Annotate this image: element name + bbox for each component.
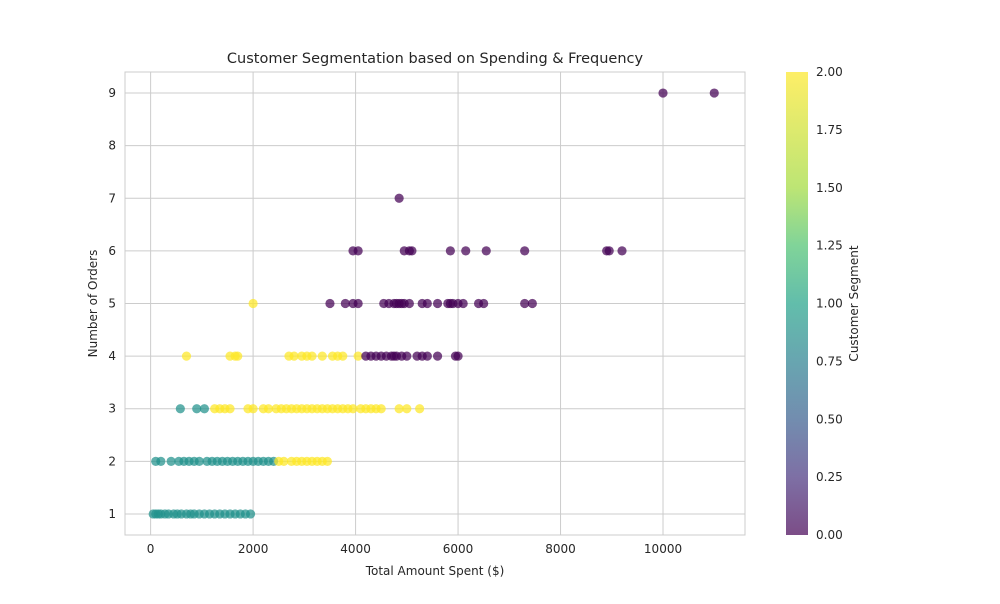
x-tick-label: 8000 bbox=[545, 542, 576, 556]
data-point-segment-0 bbox=[422, 351, 432, 361]
data-point-segment-0 bbox=[520, 298, 530, 309]
data-point-segment-0 bbox=[709, 88, 719, 98]
data-point-segment-0 bbox=[461, 246, 471, 256]
x-tick-label: 10000 bbox=[644, 542, 682, 556]
data-point-segment-2 bbox=[353, 351, 363, 361]
y-tick-label: 7 bbox=[108, 191, 116, 205]
chart-title: Customer Segmentation based on Spending … bbox=[227, 51, 644, 67]
colorbar-tick-label: 0.75 bbox=[816, 354, 843, 368]
x-axis-ticks: 0 2000 4000 6000 8000 10000 bbox=[147, 542, 682, 556]
y-axis-label: Number of Orders bbox=[86, 250, 100, 358]
data-point-segment-0 bbox=[325, 298, 335, 309]
data-point-segment-2 bbox=[394, 404, 404, 414]
data-point-segment-2 bbox=[338, 351, 348, 361]
data-point-segment-0 bbox=[394, 193, 404, 203]
plot-area-frame bbox=[124, 71, 746, 536]
x-tick-label: 6000 bbox=[443, 542, 474, 556]
data-point-segment-0 bbox=[422, 298, 432, 309]
data-point-segment-1 bbox=[175, 404, 185, 414]
x-axis-label: Total Amount Spent ($) bbox=[365, 564, 505, 578]
data-point-segment-2 bbox=[181, 351, 192, 361]
data-point-segment-2 bbox=[415, 404, 425, 414]
data-point-segment-0 bbox=[340, 298, 350, 309]
colorbar-tick-label: 1.00 bbox=[816, 297, 843, 311]
data-point-segment-0 bbox=[445, 246, 455, 256]
y-tick-label: 6 bbox=[108, 244, 116, 258]
data-point-segment-1 bbox=[156, 456, 166, 466]
x-tick-label: 0 bbox=[147, 542, 155, 556]
grid-lines bbox=[125, 72, 745, 535]
colorbar-label: Customer Segment bbox=[847, 245, 861, 361]
data-point-segment-2 bbox=[248, 404, 258, 414]
data-point-segment-0 bbox=[479, 298, 489, 309]
colorbar bbox=[786, 72, 808, 535]
data-point-segment-2 bbox=[225, 404, 235, 414]
y-tick-label: 8 bbox=[108, 139, 116, 153]
data-point-segment-0 bbox=[481, 246, 491, 256]
colorbar-ticks: 0.00 0.25 0.50 0.75 1.00 1.25 1.50 1.75 2.00 bbox=[816, 65, 843, 542]
data-point-segment-2 bbox=[307, 351, 317, 361]
data-point-segment-2 bbox=[322, 456, 332, 466]
data-point-segment-0 bbox=[458, 298, 468, 309]
data-point-segment-0 bbox=[353, 246, 363, 256]
data-point-segment-0 bbox=[617, 246, 627, 256]
data-point-segment-0 bbox=[520, 246, 530, 256]
colorbar-tick-label: 1.75 bbox=[816, 123, 843, 137]
data-point-segment-2 bbox=[402, 404, 412, 414]
colorbar-tick-label: 0.00 bbox=[816, 528, 843, 542]
y-tick-label: 5 bbox=[108, 297, 116, 311]
data-point-segment-0 bbox=[432, 298, 443, 309]
data-point-segment-0 bbox=[402, 351, 412, 361]
data-point-segment-0 bbox=[353, 298, 363, 309]
x-tick-label: 2000 bbox=[238, 542, 269, 556]
data-point-segment-0 bbox=[404, 298, 414, 309]
data-point-segment-0 bbox=[432, 351, 443, 361]
y-tick-label: 2 bbox=[108, 454, 116, 468]
data-point-segment-0 bbox=[407, 246, 417, 256]
data-point-segment-0 bbox=[604, 246, 614, 256]
data-point-segment-0 bbox=[658, 88, 668, 98]
data-point-segment-0 bbox=[453, 351, 463, 361]
y-tick-label: 9 bbox=[108, 86, 116, 100]
data-point-segment-2 bbox=[263, 404, 274, 414]
data-points bbox=[148, 88, 719, 519]
data-point-segment-1 bbox=[166, 456, 176, 466]
colorbar-tick-label: 1.25 bbox=[816, 239, 843, 253]
data-point-segment-2 bbox=[317, 351, 327, 361]
data-point-segment-2 bbox=[279, 456, 289, 466]
data-point-segment-0 bbox=[527, 298, 537, 309]
data-point-segment-2 bbox=[376, 404, 386, 414]
y-tick-label: 1 bbox=[108, 507, 116, 521]
colorbar-tick-label: 2.00 bbox=[816, 65, 843, 79]
data-point-segment-2 bbox=[289, 351, 299, 361]
colorbar-tick-label: 1.50 bbox=[816, 181, 843, 195]
y-tick-label: 3 bbox=[108, 402, 116, 416]
colorbar-tick-label: 0.50 bbox=[816, 412, 843, 426]
data-point-segment-2 bbox=[233, 351, 243, 361]
data-point-segment-1 bbox=[194, 456, 204, 466]
data-point-segment-2 bbox=[348, 404, 358, 414]
data-point-segment-1 bbox=[192, 404, 202, 414]
y-tick-label: 4 bbox=[108, 349, 116, 363]
y-axis-ticks: 1 2 3 4 5 6 7 8 9 bbox=[108, 86, 116, 521]
data-point-segment-2 bbox=[248, 298, 258, 309]
data-point-segment-1 bbox=[199, 404, 210, 414]
colorbar-tick-label: 0.25 bbox=[816, 470, 843, 484]
data-point-segment-1 bbox=[245, 509, 256, 519]
x-tick-label: 4000 bbox=[340, 542, 371, 556]
